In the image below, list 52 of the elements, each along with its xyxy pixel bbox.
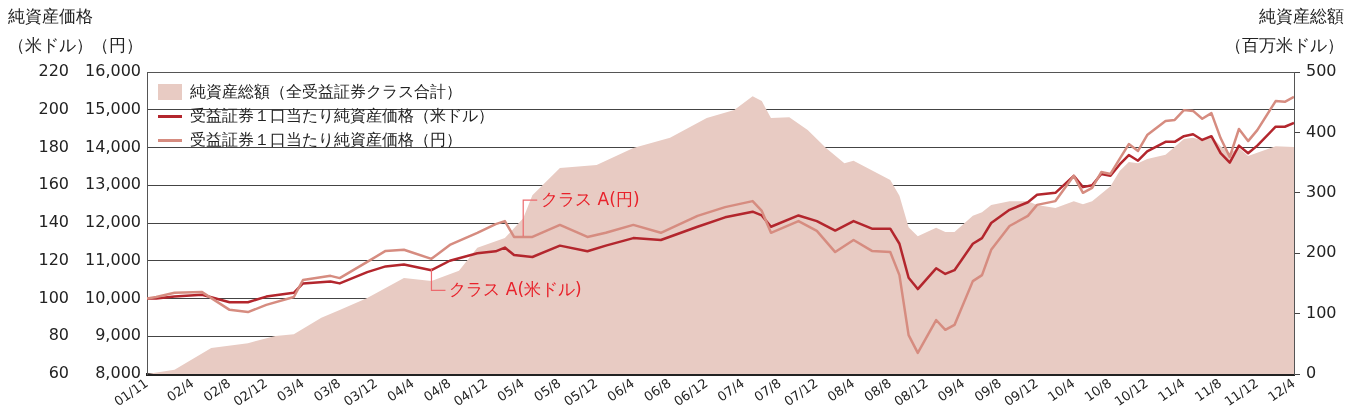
y2-tick-label: 100: [1306, 302, 1337, 322]
x-tick-label: 08/8: [861, 375, 894, 405]
y-tick-label: 140: [38, 212, 69, 232]
y3-tick-label: 10,000: [85, 287, 141, 307]
x-tick-label: 06/4: [604, 375, 637, 405]
y-tick-label: 100: [38, 287, 69, 307]
y-tick-label: 160: [38, 174, 69, 194]
x-tick-label: 07/4: [714, 375, 748, 405]
x-tick-label: 02/4: [164, 375, 197, 405]
x-tick-label: 05/8: [531, 375, 564, 405]
y3-tick-label: 15,000: [85, 98, 141, 118]
y-tick-label: 80: [48, 325, 69, 345]
y2-tick-label: 500: [1306, 61, 1337, 81]
x-tick-label: 06/8: [641, 375, 674, 405]
y3-axis-title: （円）: [92, 34, 143, 57]
x-tick-label: 11/4: [1155, 375, 1188, 405]
x-tick-label: 04/4: [384, 375, 417, 405]
y-tick-label: 60: [48, 363, 69, 383]
x-tick-label: 11/8: [1191, 375, 1225, 405]
y2-tick-label: 400: [1306, 121, 1337, 141]
x-tick-label: 10/8: [1081, 375, 1115, 405]
legend-label: 純資産総額（全受益証券クラス合計）: [190, 81, 462, 103]
y-axis-title: 純資産価格（米ドル）: [8, 5, 94, 57]
y-tick-label: 200: [38, 98, 69, 118]
x-tick-label: 03/4: [274, 375, 307, 405]
y3-tick-label: 9,000: [95, 325, 141, 345]
y2-tick-label: 300: [1306, 181, 1337, 201]
x-tick-label: 09/8: [971, 375, 1005, 405]
y-tick-label: 220: [38, 61, 69, 81]
y2-tick-label: 200: [1306, 242, 1337, 262]
y3-tick-label: 14,000: [85, 136, 141, 156]
x-tick-label: 04/8: [420, 375, 454, 405]
legend-label: 受益証券１口当たり純資産価格（円）: [190, 129, 462, 151]
y2-tick-label: 0: [1306, 363, 1317, 383]
y3-tick-label: 16,000: [85, 61, 141, 81]
x-tick-label: 10/4: [1044, 375, 1078, 405]
y3-tick-label: 12,000: [85, 212, 141, 232]
y-tick-label: 120: [38, 249, 69, 269]
y3-tick-label: 11,000: [85, 249, 141, 269]
legend-label: 受益証券１口当たり純資産価格（米ドル）: [190, 105, 494, 127]
x-tick-label: 02/8: [200, 375, 234, 405]
x-tick-label: 03/8: [310, 375, 344, 405]
x-tick-label: 08/4: [824, 375, 858, 405]
x-tick-label: 05/4: [494, 375, 527, 405]
x-tick-label: 07/8: [751, 375, 784, 405]
annotation: クラス A(米ドル): [449, 278, 582, 299]
y2-axis-title: 純資産総額（百万米ドル）: [1224, 5, 1344, 57]
y3-tick-label: 13,000: [85, 174, 141, 194]
x-tick-label: 12/4: [1265, 375, 1298, 405]
x-tick-label: 09/4: [934, 375, 968, 405]
annotation: クラス A(円): [541, 188, 640, 209]
y-tick-label: 180: [38, 136, 69, 156]
